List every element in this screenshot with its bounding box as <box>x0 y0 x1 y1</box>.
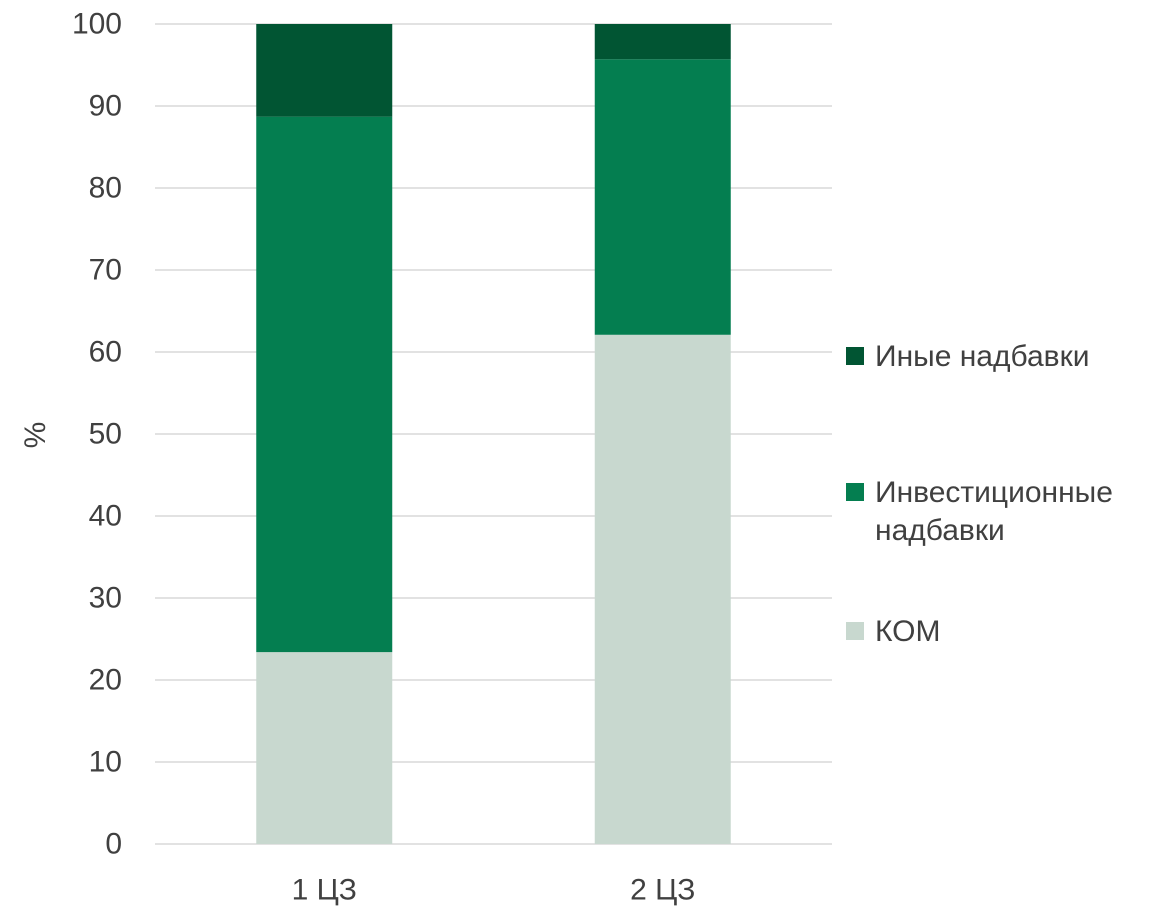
legend-label-line: Иные надбавки <box>875 340 1089 373</box>
bar-segment <box>256 116 393 653</box>
y-tick-label: 80 <box>89 172 122 205</box>
y-tick-label: 30 <box>89 582 122 615</box>
y-tick-label: 20 <box>89 664 122 697</box>
y-tick-label: 10 <box>89 746 122 779</box>
y-axis-title: % <box>19 422 52 449</box>
bar-segment <box>594 334 731 844</box>
bar-segment <box>256 652 393 844</box>
x-axis-categories: 1 ЦЗ 2 ЦЗ <box>292 874 696 907</box>
x-category-label: 2 ЦЗ <box>630 874 695 907</box>
y-tick-label: 90 <box>89 90 122 123</box>
legend-swatch <box>846 622 864 640</box>
legend-label-line: надбавки <box>875 514 1005 547</box>
bar-segment <box>594 59 731 335</box>
y-tick-label: 100 <box>72 8 122 41</box>
y-tick-label: 50 <box>89 418 122 451</box>
y-tick-label: 40 <box>89 500 122 533</box>
y-axis-ticks: 0 10 20 30 40 50 60 70 80 90 100 <box>72 8 122 861</box>
legend-label-line: Инвестиционные <box>875 476 1113 509</box>
bars <box>256 24 731 844</box>
legend-label: Иные надбавки <box>875 340 1089 373</box>
legend-swatch <box>846 347 864 365</box>
bar-segment <box>256 24 393 117</box>
bar-segment <box>594 24 731 60</box>
y-tick-label: 60 <box>89 336 122 369</box>
legend-swatch <box>846 483 864 501</box>
y-tick-label: 0 <box>105 828 122 861</box>
legend: Иные надбавки Инвестиционные надбавки КОМ <box>846 340 1113 648</box>
legend-label-line: КОМ <box>875 615 940 648</box>
legend-label: КОМ <box>875 615 940 648</box>
x-category-label: 1 ЦЗ <box>292 874 357 907</box>
legend-label: Инвестиционные надбавки <box>875 476 1113 547</box>
y-tick-label: 70 <box>89 254 122 287</box>
